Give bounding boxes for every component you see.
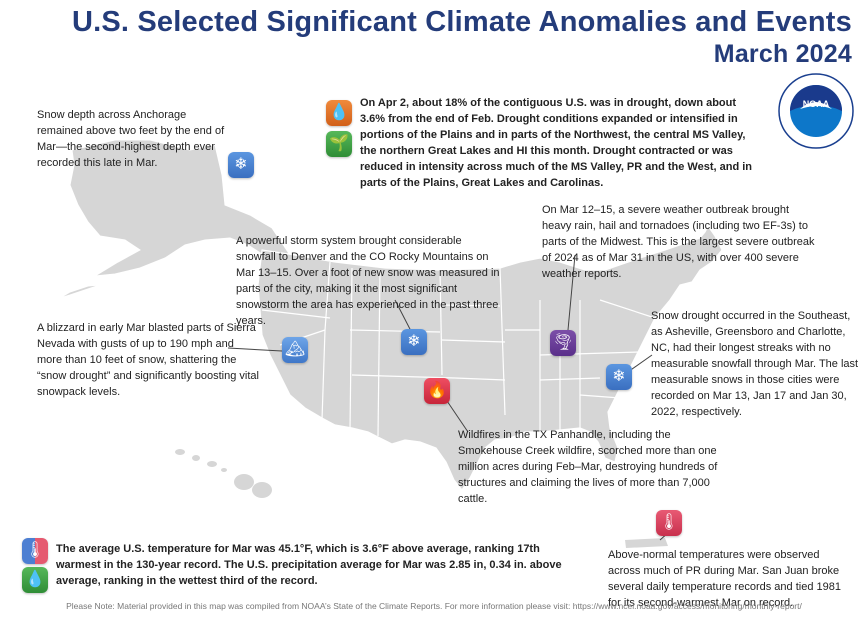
sprout-icon: 🌱 [326, 131, 352, 157]
tornado-icon: 🌪 [550, 330, 576, 356]
snowy-mountain-icon: 🏔 [282, 337, 308, 363]
noaa-logo-text: NOAA [803, 99, 830, 109]
contiguous-us [257, 224, 723, 492]
alaska [59, 139, 301, 299]
midwest-note: On Mar 12–15, a severe weather outbreak … [542, 204, 815, 280]
puerto-rico-note: Above-normal temperatures were observed … [608, 549, 841, 609]
page-title: U.S. Selected Significant Climate Anomal… [40, 6, 852, 69]
snowflake-icon: ❄ [228, 152, 254, 178]
southeast-note: Snow drought occurred in the Southeast, … [651, 310, 859, 418]
hawaii [175, 449, 272, 498]
thermometer-icon: 🌡 [656, 510, 682, 536]
water-drop-icon: 💧 [326, 100, 352, 126]
puerto-rico [625, 538, 668, 548]
anchorage-note: Snow depth across Anchorage remained abo… [37, 109, 225, 169]
water-drop-icon: 💧 [22, 567, 48, 593]
fire-icon: 🔥 [424, 378, 450, 404]
denver-note: A powerful storm system brought consider… [236, 235, 500, 327]
sierra-note: A blizzard in early Mar blasted parts of… [37, 322, 259, 398]
callout-lines [227, 254, 670, 541]
snowflake-icon: ❄ [606, 364, 632, 390]
thermometer-icon: 🌡 [22, 538, 48, 564]
title-line-1: U.S. Selected Significant Climate Anomal… [71, 6, 852, 38]
drought-note: On Apr 2, about 18% of the contiguous U.… [360, 97, 753, 189]
snowflake-icon: ❄ [401, 329, 427, 355]
national-summary-note: The average U.S. temperature for Mar was… [56, 543, 562, 587]
noaa-logo: NOAA [778, 73, 854, 149]
title-line-2: March 2024 [713, 40, 852, 68]
texas-note: Wildfires in the TX Panhandle, including… [458, 429, 718, 505]
footer-note: Please Note: Material provided in this m… [66, 601, 802, 611]
